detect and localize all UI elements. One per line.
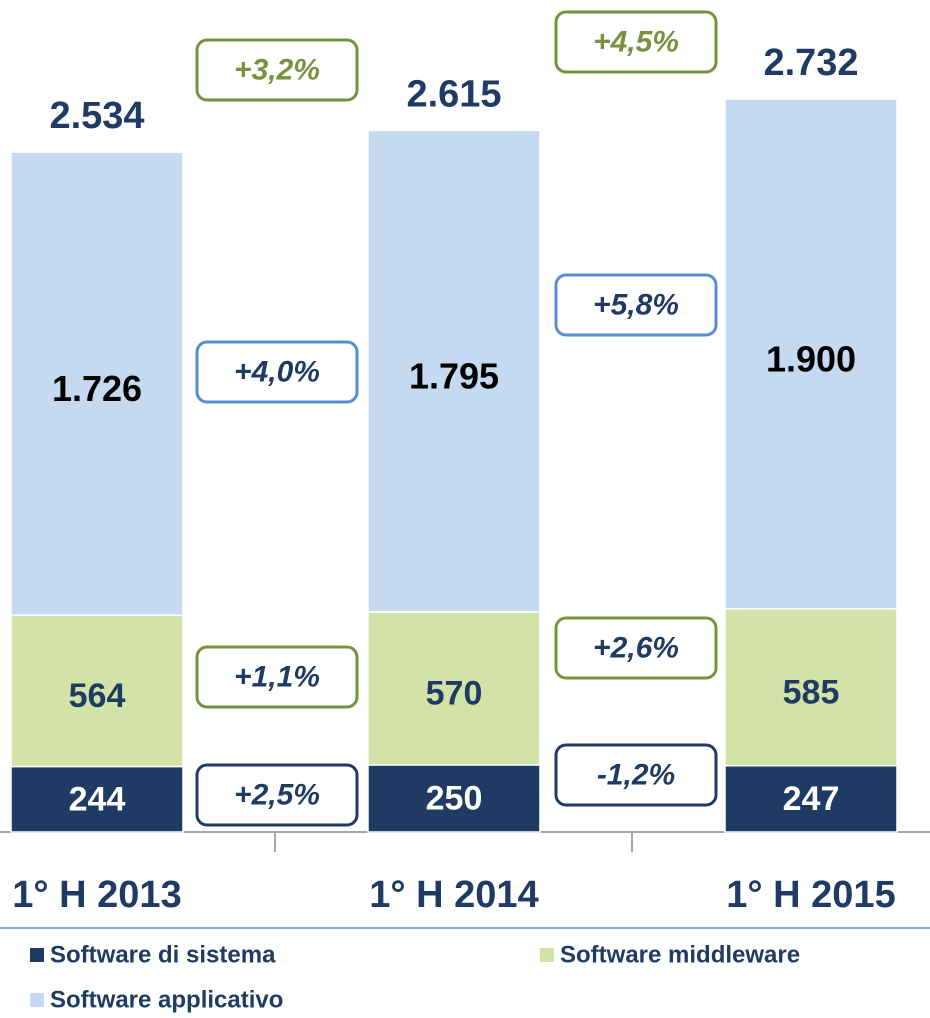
growth-box (195, 763, 359, 827)
bar-segment (724, 764, 898, 833)
total-label: 2.534 (49, 95, 144, 137)
growth-box (554, 616, 718, 680)
growth-box (554, 273, 718, 337)
bar-segment (10, 614, 184, 768)
value-label: 1.795 (409, 356, 499, 397)
value-label: 1.900 (766, 338, 856, 379)
growth-box (195, 340, 359, 404)
x-tick-label: 1° H 2013 (12, 874, 181, 916)
value-label: 564 (69, 677, 126, 715)
x-tick-label: 1° H 2015 (726, 874, 895, 916)
growth-box (554, 10, 718, 74)
growth-box (554, 743, 718, 807)
growth-label: +2,5% (234, 779, 320, 812)
bar-segment (367, 611, 541, 766)
value-label: 585 (783, 673, 840, 711)
bar-segment (367, 129, 541, 613)
value-label: 570 (426, 674, 483, 712)
growth-label: +2,6% (593, 632, 679, 665)
growth-label: +4,5% (593, 26, 679, 59)
growth-label: +5,8% (593, 289, 679, 322)
value-label: 1.726 (52, 368, 142, 409)
legend-swatch (30, 993, 44, 1007)
bar-segment (724, 608, 898, 767)
bar-segment (367, 764, 541, 833)
bar-segment (10, 151, 184, 616)
growth-label: +1,1% (234, 661, 320, 694)
value-label: 244 (69, 780, 126, 818)
bar-segment (10, 765, 184, 833)
legend-label: Software middleware (560, 942, 800, 969)
growth-label: +4,0% (234, 356, 320, 389)
growth-label: -1,2% (597, 759, 675, 792)
value-label: 250 (426, 779, 483, 817)
x-tick-label: 1° H 2014 (369, 874, 538, 916)
legend-swatch (30, 948, 44, 962)
legend-swatch (540, 948, 554, 962)
legend-label: Software applicativo (50, 987, 283, 1014)
growth-box (195, 645, 359, 709)
growth-label: +3,2% (234, 54, 320, 87)
total-label: 2.732 (763, 42, 858, 84)
legend-label: Software di sistema (50, 942, 276, 969)
growth-box (195, 38, 359, 102)
bar-segment (724, 98, 898, 610)
total-label: 2.615 (406, 73, 501, 115)
value-label: 247 (783, 780, 840, 818)
